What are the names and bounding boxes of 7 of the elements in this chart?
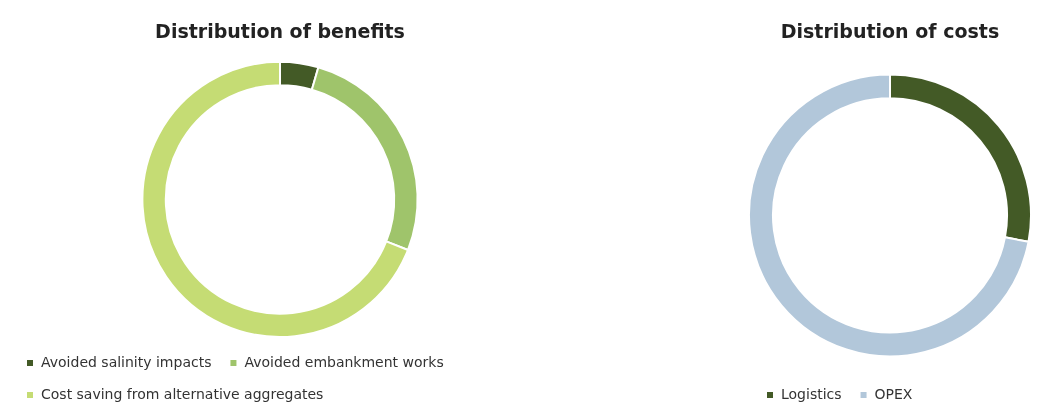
chart-title: Distribution of costs: [780, 20, 1000, 43]
legend-label: Avoided embankment works: [244, 353, 444, 370]
legend-label: Logistics: [781, 385, 842, 402]
legend-label: Cost saving from alternative aggregates: [41, 385, 324, 402]
legend-label: OPEX: [874, 385, 913, 402]
legend-label: Avoided salinity impacts: [41, 353, 212, 370]
chart-title: Distribution of benefits: [155, 20, 405, 43]
